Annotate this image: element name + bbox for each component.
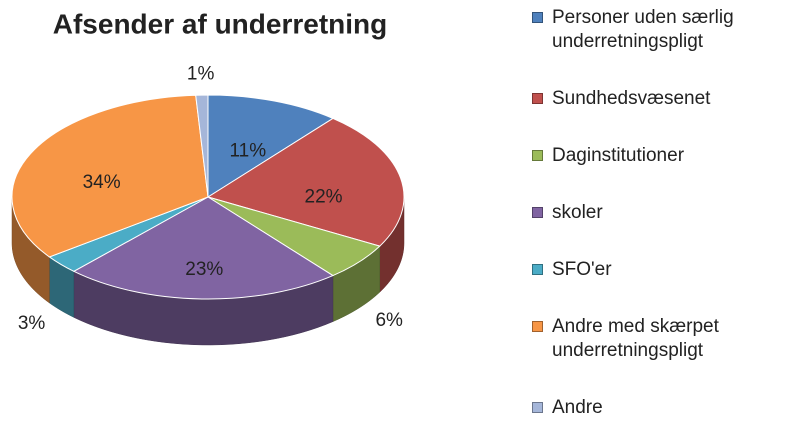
data-label: 1%: [187, 64, 215, 85]
legend-swatch: [532, 150, 543, 161]
legend-label: Andre med skærpet underretningspligt: [552, 316, 719, 361]
legend-swatch: [532, 207, 543, 218]
legend-swatch: [532, 12, 543, 23]
legend-label: SFO'er: [552, 259, 612, 280]
legend-swatch: [532, 402, 543, 413]
legend-swatch: [532, 264, 543, 275]
data-label: 34%: [83, 172, 121, 193]
data-label: 11%: [230, 140, 267, 161]
legend-label: Andre: [552, 397, 603, 418]
chart-title: Afsender af underretning: [53, 8, 387, 39]
legend-swatch: [532, 321, 543, 332]
data-label: 22%: [305, 187, 343, 208]
pie-slice: [11, 94, 209, 258]
legend-item: Andre: [530, 396, 780, 420]
legend-item: Sundhedsvæsenet: [530, 87, 780, 111]
chart: Afsender af underretning 11% 22% 6% 23% 3% 34…: [11, 8, 405, 346]
legend-label: Sundhedsvæsenet: [552, 88, 711, 109]
pie-slice: [195, 94, 209, 198]
legend-item: SFO'er: [530, 258, 780, 282]
legend-label: Personer uden særlig underretningspligt: [552, 7, 734, 52]
legend: Personer uden særlig underretningspligt S…: [530, 6, 780, 420]
data-label: 6%: [375, 310, 403, 331]
legend-label: Daginstitutioner: [552, 145, 685, 166]
pie-slice: [207, 94, 335, 198]
legend-swatch: [532, 93, 543, 104]
legend-item: skoler: [530, 201, 780, 225]
legend-item: Personer uden særlig underretningspligt: [530, 6, 780, 54]
pie-slice: [206, 117, 405, 247]
legend-label: skoler: [552, 202, 603, 223]
pie-slice: [72, 196, 335, 300]
legend-item: Daginstitutioner: [530, 144, 780, 168]
legend-item: Andre med skærpet underretningspligt: [530, 315, 780, 363]
data-label: 3%: [18, 313, 46, 334]
data-label: 23%: [185, 259, 223, 280]
